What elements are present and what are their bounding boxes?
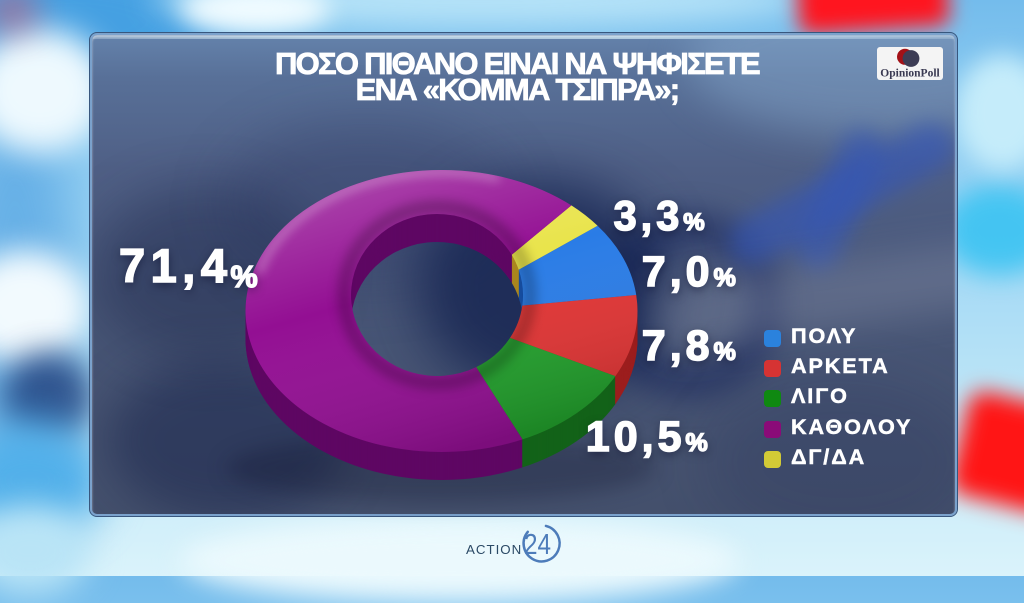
svg-text:ACTION: ACTION bbox=[466, 542, 522, 557]
svg-text:OpinionPoll: OpinionPoll bbox=[880, 68, 939, 80]
